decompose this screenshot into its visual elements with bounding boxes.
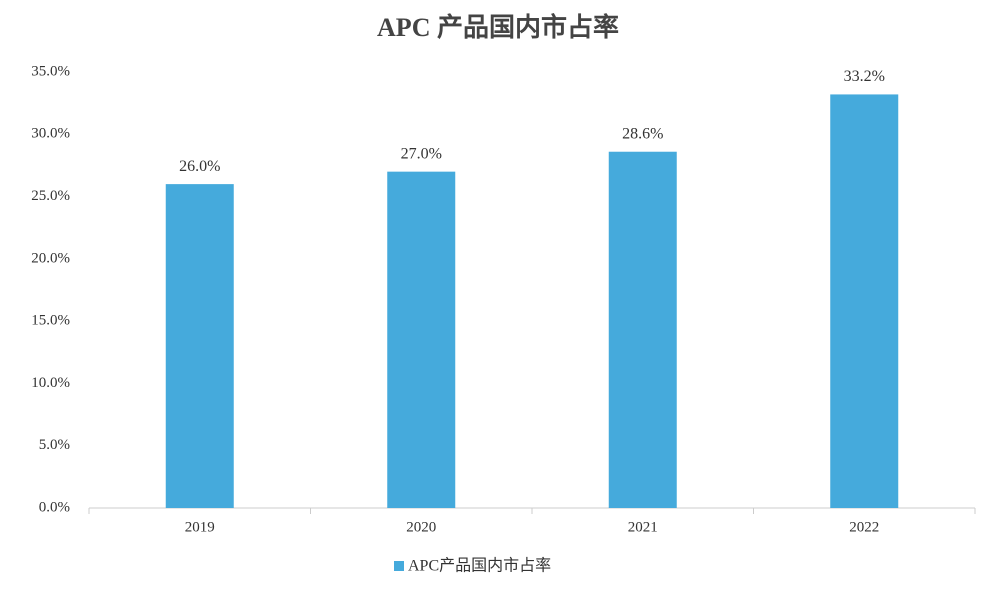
data-label: 27.0% — [401, 145, 442, 162]
data-label: 33.2% — [844, 68, 885, 85]
y-tick-label: 35.0% — [31, 63, 70, 79]
x-tick-label: 2022 — [849, 519, 879, 535]
bar — [165, 184, 234, 508]
y-tick-label: 10.0% — [31, 375, 70, 391]
legend-label: APC产品国内市占率 — [408, 557, 551, 575]
chart-title: APC 产品国内市占率 — [377, 12, 619, 42]
data-label: 28.6% — [622, 125, 663, 142]
x-tick-label: 2019 — [185, 519, 215, 535]
bar — [608, 151, 677, 508]
y-tick-label: 15.0% — [31, 313, 70, 329]
y-tick-label: 20.0% — [31, 250, 70, 266]
x-tick-label: 2021 — [628, 519, 658, 535]
legend-swatch — [394, 561, 404, 571]
bar — [830, 94, 899, 509]
y-tick-label: 30.0% — [31, 126, 70, 142]
data-label: 26.0% — [179, 158, 220, 175]
y-tick-label: 0.0% — [39, 499, 70, 515]
bar — [387, 171, 456, 508]
y-tick-label: 25.0% — [31, 188, 70, 204]
x-tick-label: 2020 — [406, 519, 436, 535]
y-tick-label: 5.0% — [39, 437, 70, 453]
